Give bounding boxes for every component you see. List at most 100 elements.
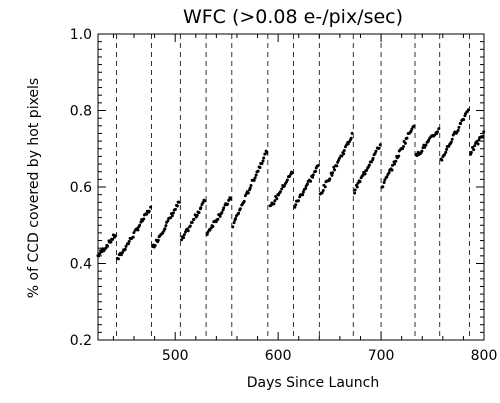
data-point: [253, 176, 257, 180]
data-point: [254, 173, 258, 177]
data-point: [231, 225, 235, 229]
data-point: [469, 150, 473, 154]
data-point: [476, 142, 480, 146]
data-point: [472, 148, 476, 152]
data-point: [238, 207, 242, 211]
x-tick-label: 600: [265, 348, 292, 364]
data-point: [443, 153, 447, 157]
data-point: [182, 236, 186, 240]
data-point: [333, 168, 337, 172]
data-point: [390, 168, 394, 172]
data-point: [331, 171, 335, 175]
data-point: [342, 149, 346, 153]
data-point: [482, 130, 486, 134]
data-point: [147, 209, 151, 213]
data-point: [197, 211, 201, 215]
data-point: [237, 211, 241, 215]
data-point: [410, 127, 414, 131]
data-point: [342, 152, 346, 156]
data-point: [166, 219, 170, 223]
x-tick-label: 700: [368, 348, 395, 364]
data-point: [234, 216, 238, 220]
data-point: [232, 221, 236, 225]
data-point: [383, 178, 387, 182]
data-point: [192, 217, 196, 221]
data-point: [278, 190, 282, 194]
data-point: [309, 179, 313, 183]
data-point: [180, 238, 184, 242]
data-point: [293, 205, 297, 209]
data-point: [330, 173, 334, 177]
data-point: [220, 211, 224, 215]
data-point: [301, 190, 305, 194]
data-point: [145, 212, 149, 216]
data-point: [265, 151, 269, 155]
data-point: [305, 182, 309, 186]
data-point: [275, 197, 279, 201]
data-point: [256, 169, 260, 173]
data-point: [201, 201, 205, 205]
data-point: [456, 128, 460, 132]
data-point: [363, 172, 367, 176]
data-point: [296, 199, 300, 203]
data-point: [340, 154, 344, 158]
data-point: [288, 174, 292, 178]
data-point: [335, 164, 339, 168]
data-point: [337, 156, 341, 160]
data-point: [272, 202, 276, 206]
data-point: [444, 150, 448, 154]
data-point: [186, 229, 190, 233]
data-point: [222, 206, 226, 210]
data-point: [402, 144, 406, 148]
data-point: [350, 131, 354, 135]
data-point: [252, 178, 256, 182]
data-point: [473, 144, 477, 148]
data-point: [323, 185, 327, 189]
data-point: [481, 134, 485, 138]
data-point: [314, 169, 318, 173]
data-point: [397, 154, 401, 158]
data-point: [226, 202, 230, 206]
data-point: [260, 162, 264, 166]
data-point: [320, 191, 324, 195]
data-point: [124, 244, 128, 248]
data-point: [394, 159, 398, 163]
data-point: [170, 214, 174, 218]
data-point: [381, 185, 385, 189]
data-point: [355, 185, 359, 189]
x-tick-label: 500: [162, 348, 189, 364]
data-point: [462, 118, 466, 122]
data-point: [98, 251, 102, 255]
data-point: [163, 227, 167, 231]
data-point: [246, 191, 250, 195]
data-point: [378, 143, 382, 147]
data-point: [304, 187, 308, 191]
data-point: [218, 214, 222, 218]
data-point: [261, 159, 265, 163]
data-point: [126, 242, 130, 246]
data-point: [205, 232, 209, 236]
data-point: [459, 122, 463, 126]
plot-frame: [97, 33, 485, 341]
data-point: [387, 171, 391, 175]
data-point: [116, 257, 120, 261]
y-tick-label: 0.6: [70, 180, 92, 196]
data-point: [136, 228, 140, 232]
data-point: [382, 180, 386, 184]
data-point: [291, 171, 295, 175]
y-tick-label: 1.0: [70, 27, 92, 43]
data-point: [393, 162, 397, 166]
data-point: [242, 199, 246, 203]
data-point: [280, 187, 284, 191]
x-axis-label: Days Since Launch: [247, 375, 380, 391]
data-point: [203, 199, 207, 203]
y-tick-label: 0.2: [70, 333, 92, 349]
data-point: [106, 244, 110, 248]
data-point: [311, 173, 315, 177]
data-point: [423, 145, 427, 149]
y-tick-label: 0.8: [70, 104, 92, 120]
data-point: [195, 213, 199, 217]
data-point: [475, 140, 479, 144]
data-point: [412, 124, 416, 128]
data-point: [97, 254, 101, 258]
